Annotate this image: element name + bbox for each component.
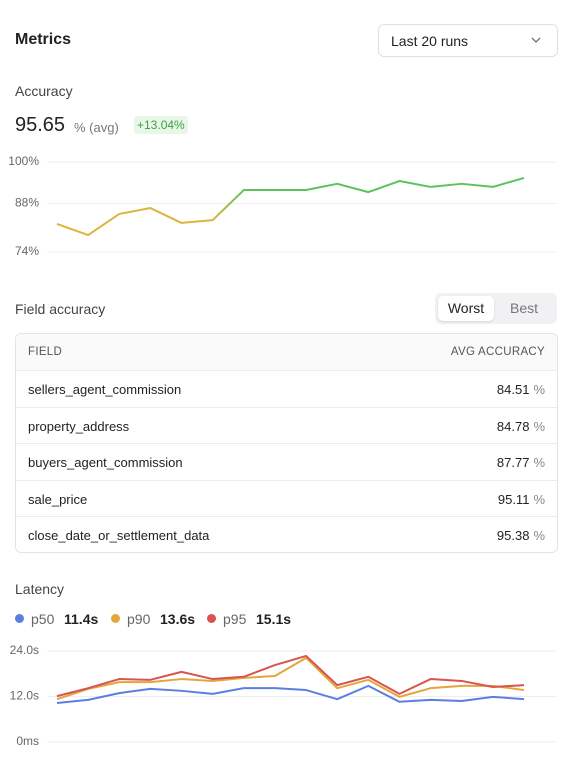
accuracy-title: Accuracy: [15, 83, 73, 99]
accuracy-number: 87.77: [496, 455, 530, 470]
accuracy-number: 95.11: [497, 491, 530, 507]
legend-name: p95: [223, 611, 247, 627]
field-accuracy: 95.38%: [497, 528, 545, 543]
field-accuracy: 84.51%: [497, 382, 545, 397]
legend-dot: [207, 614, 216, 623]
field-name: property_address: [28, 418, 130, 434]
field-name: close_date_or_settlement_data: [28, 528, 210, 543]
field-name: sellers_agent_commission: [28, 382, 182, 397]
table-row: sellers_agent_commission 84.51%: [16, 370, 557, 407]
field-name: buyers_agent_commission: [28, 455, 183, 470]
y-tick-label: 74%: [15, 244, 39, 258]
accuracy-unit: %: [533, 418, 545, 434]
latency-legend: p50 11.4s p90 13.6s p95 15.1s: [15, 611, 555, 629]
accuracy-unit: %: [533, 455, 545, 470]
accuracy-number: 95.38: [496, 528, 530, 543]
table-row: sale_price 95.11%: [16, 479, 557, 517]
toggle-option[interactable]: Worst: [438, 296, 494, 321]
header-field: FIELD: [28, 346, 63, 358]
y-tick-label: 88%: [15, 196, 39, 210]
accuracy-change: +13.04%: [134, 116, 188, 134]
accuracy-value: 95.65: [15, 114, 66, 136]
table-row: buyers_agent_commission 87.77%: [16, 443, 557, 480]
latency-title: Latency: [15, 581, 65, 597]
y-tick-label: 0ms: [16, 734, 39, 748]
accuracy-unit: %: [533, 491, 545, 507]
worst-best-toggle: Worst Best: [435, 293, 557, 324]
legend-summary: 11.4s: [64, 611, 99, 627]
accuracy-unit: %: [533, 382, 545, 397]
table-row: close_date_or_settlement_data 95.38%: [16, 516, 557, 552]
accuracy-number: 84.51: [496, 382, 530, 397]
y-tick-label: 12.0s: [10, 689, 39, 703]
runs-dropdown[interactable]: Last 20 runs: [378, 24, 558, 57]
line-series: [56, 654, 525, 698]
header-accuracy: AVG ACCURACY: [450, 346, 545, 358]
field-name: sale_price: [28, 491, 88, 507]
table-header: FIELD AVG ACCURACY: [16, 334, 557, 370]
legend-summary: 13.6s: [160, 611, 196, 627]
field-accuracy: 95.11%: [498, 492, 545, 507]
chevron: [531, 37, 541, 43]
y-tick-label: 24.0s: [10, 643, 39, 657]
table-row: property_address 84.78%: [16, 406, 557, 444]
legend-dot: [15, 614, 24, 623]
line-series: [56, 684, 525, 704]
field-accuracy-title: Field accuracy: [15, 301, 106, 317]
legend-name: p90: [127, 611, 151, 627]
legend-name: p50: [31, 611, 55, 627]
page-title: Metrics: [15, 31, 72, 48]
accuracy-unit: % (avg): [74, 120, 119, 135]
legend-dot: [111, 614, 120, 623]
field-accuracy: 87.77%: [497, 455, 545, 470]
line-series: [56, 176, 525, 237]
toggle-option[interactable]: Best: [509, 300, 538, 316]
dropdown-label: Last 20 runs: [391, 33, 469, 49]
accuracy-unit: %: [533, 528, 545, 543]
field-table: FIELD AVG ACCURACY sellers_agent_commiss…: [15, 333, 558, 553]
field-accuracy: 84.78%: [497, 419, 545, 434]
line-series: [56, 656, 525, 701]
y-tick-label: 100%: [8, 154, 39, 168]
accuracy-number: 84.78: [496, 418, 530, 434]
legend-summary: 15.1s: [256, 611, 292, 627]
